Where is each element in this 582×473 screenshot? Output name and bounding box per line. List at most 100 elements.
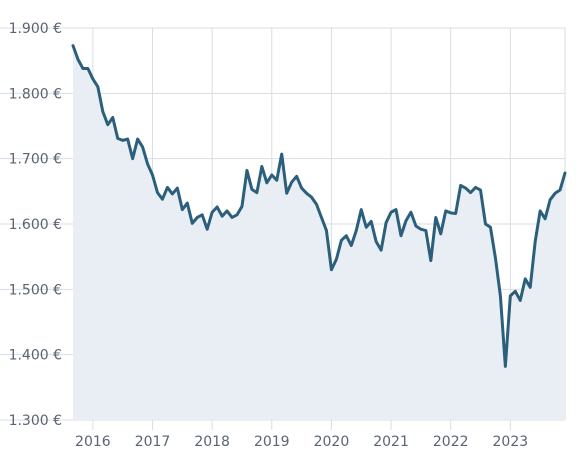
data-point xyxy=(151,174,154,177)
y-tick-label: 1.500 € xyxy=(9,282,62,298)
data-point xyxy=(484,223,487,226)
data-point xyxy=(156,191,159,194)
data-point xyxy=(86,67,89,70)
data-point xyxy=(390,211,393,214)
data-point xyxy=(72,44,75,47)
data-point xyxy=(434,216,437,219)
data-point xyxy=(106,123,109,126)
data-point xyxy=(464,187,467,190)
data-point xyxy=(514,290,517,293)
data-point xyxy=(360,208,363,211)
y-tick-label: 1.300 € xyxy=(9,413,62,429)
data-point xyxy=(236,213,239,216)
y-axis-labels: 1.900 € 1.800 € 1.700 € 1.600 € 1.500 € 1.400… xyxy=(9,21,62,429)
data-point xyxy=(216,206,219,209)
data-point xyxy=(365,226,368,229)
data-point xyxy=(549,198,552,201)
data-point xyxy=(380,249,383,252)
data-point xyxy=(191,222,194,225)
data-point xyxy=(111,116,114,119)
data-point xyxy=(325,229,328,232)
data-point xyxy=(171,192,174,195)
data-point xyxy=(554,192,557,195)
x-tick-label: 2022 xyxy=(433,434,469,450)
data-point xyxy=(375,240,378,243)
data-point xyxy=(181,208,184,211)
data-point xyxy=(126,138,129,141)
data-point xyxy=(76,58,79,61)
y-tick-label: 1.400 € xyxy=(9,348,62,364)
data-point xyxy=(161,198,164,201)
data-point xyxy=(131,157,134,160)
data-point xyxy=(245,169,248,172)
data-point xyxy=(221,215,224,218)
data-point xyxy=(524,277,527,280)
data-point xyxy=(265,181,268,184)
data-point xyxy=(295,175,298,178)
x-tick-label: 2018 xyxy=(194,434,230,450)
data-point xyxy=(226,209,229,212)
data-point xyxy=(534,240,537,243)
data-point xyxy=(240,205,243,208)
data-point xyxy=(285,192,288,195)
data-point xyxy=(315,203,318,206)
data-point xyxy=(509,294,512,297)
data-point xyxy=(320,216,323,219)
y-tick-label: 1.900 € xyxy=(9,21,62,37)
data-point xyxy=(310,196,313,199)
data-point xyxy=(439,232,442,235)
data-point xyxy=(231,216,234,219)
y-tick-label: 1.600 € xyxy=(9,217,62,233)
price-area-fill xyxy=(73,45,565,420)
data-point xyxy=(300,187,303,190)
x-tick-label: 2016 xyxy=(75,434,111,450)
data-point xyxy=(519,299,522,302)
data-point xyxy=(330,268,333,271)
data-point xyxy=(404,219,407,222)
data-point xyxy=(494,256,497,259)
x-tick-label: 2017 xyxy=(135,434,171,450)
x-tick-label: 2021 xyxy=(373,434,409,450)
data-point xyxy=(141,145,144,148)
data-point xyxy=(419,228,422,231)
data-point xyxy=(385,221,388,224)
data-point xyxy=(260,165,263,168)
data-point xyxy=(206,228,209,231)
data-point xyxy=(474,186,477,189)
data-point xyxy=(459,184,462,187)
y-tick-label: 1.800 € xyxy=(9,86,62,102)
data-point xyxy=(350,244,353,247)
data-point xyxy=(454,212,457,215)
data-point xyxy=(270,174,273,177)
data-point xyxy=(121,139,124,142)
data-point xyxy=(370,220,373,223)
x-tick-label: 2023 xyxy=(493,434,529,450)
data-point xyxy=(275,179,278,182)
data-point xyxy=(345,234,348,237)
data-point xyxy=(186,202,189,205)
data-point xyxy=(166,186,169,189)
data-point xyxy=(255,191,258,194)
data-point xyxy=(444,209,447,212)
data-point xyxy=(544,217,547,220)
data-point xyxy=(305,192,308,195)
data-point xyxy=(290,181,293,184)
data-point xyxy=(409,211,412,214)
data-point xyxy=(340,239,343,242)
data-point xyxy=(116,137,119,140)
data-point xyxy=(539,209,542,212)
x-tick-label: 2019 xyxy=(254,434,290,450)
data-point xyxy=(489,226,492,229)
data-point xyxy=(146,162,149,165)
data-point xyxy=(355,229,358,232)
y-tick-label: 1.700 € xyxy=(9,152,62,168)
data-point xyxy=(479,189,482,192)
price-line xyxy=(71,44,567,368)
data-point xyxy=(414,224,417,227)
data-point xyxy=(201,213,204,216)
data-point xyxy=(211,211,214,214)
data-point xyxy=(449,211,452,214)
data-point xyxy=(196,216,199,219)
data-point xyxy=(529,286,532,289)
